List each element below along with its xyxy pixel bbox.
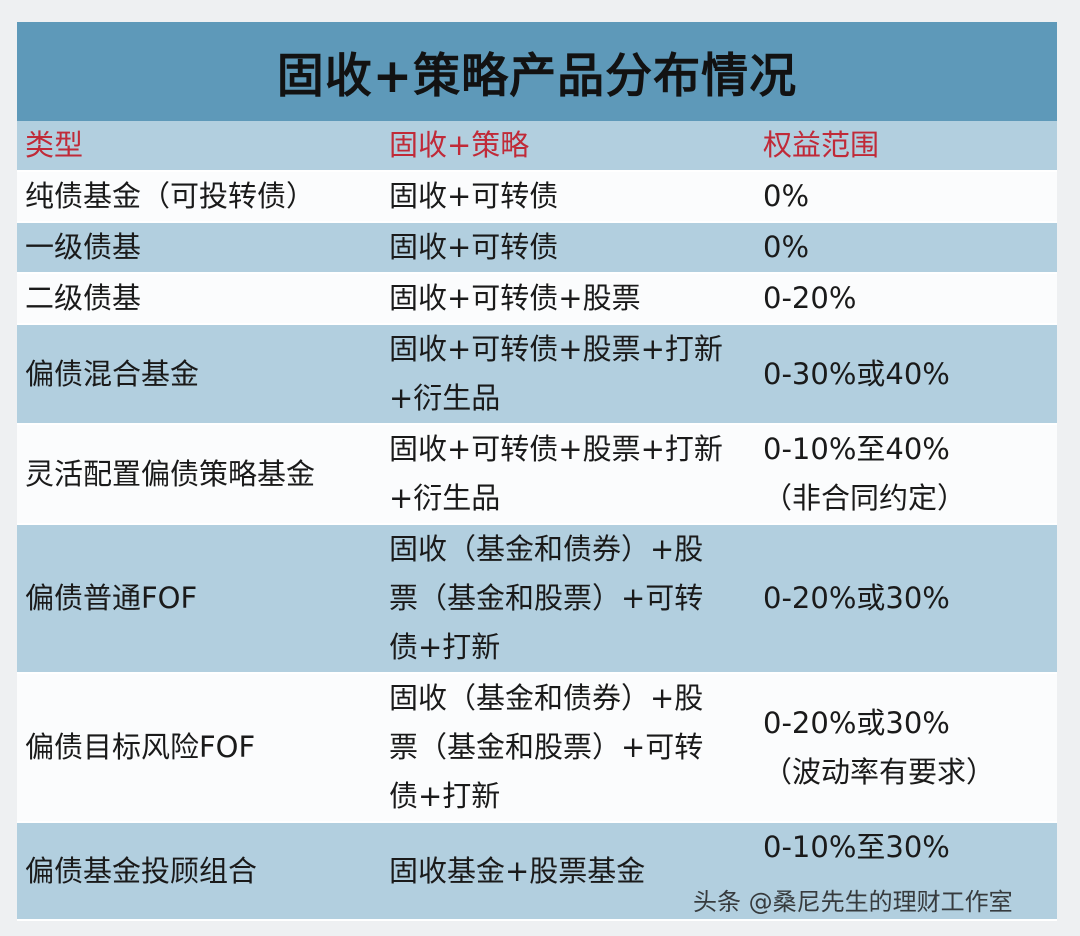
cell-strategy: 固收基金+股票基金 bbox=[381, 822, 751, 921]
cell-strategy-line: +衍生品 bbox=[389, 481, 501, 515]
cell-type: 灵活配置偏债策略基金 bbox=[17, 424, 381, 525]
cell-strategy: 固收+可转债 bbox=[381, 222, 751, 274]
cell-equity-line: 0-20%或30% bbox=[763, 581, 950, 615]
cell-type: 纯债基金（可投转债） bbox=[17, 171, 381, 223]
cell-equity-line: 0-30%或40% bbox=[763, 356, 950, 391]
cell-equity-line: 0-20%或30% bbox=[763, 705, 950, 740]
table-row: 纯债基金（可投转债） 固收+可转债 0% bbox=[17, 171, 1057, 223]
cell-type: 偏债普通FOF bbox=[17, 524, 381, 674]
header-type: 类型 bbox=[17, 121, 381, 172]
cell-type: 一级债基 bbox=[17, 222, 381, 274]
cell-equity: 0% bbox=[751, 222, 1057, 274]
table-card: 固收+策略产品分布情况 类型 固收+策略 权益范围 纯债基金（可投转债） 固收+… bbox=[17, 22, 1057, 921]
cell-equity-line: 0-10%至30% bbox=[763, 830, 950, 864]
cell-equity-line: 0% bbox=[763, 179, 810, 213]
cell-strategy-line: 固收+可转债 bbox=[389, 230, 559, 264]
cell-strategy-line: 固收+可转债 bbox=[389, 179, 559, 213]
cell-strategy-line: 固收+可转债+股票+打新 bbox=[389, 432, 723, 466]
cell-equity: 0% bbox=[751, 171, 1057, 223]
cell-equity: 0-10%至40% （非合同约定） bbox=[751, 424, 1057, 525]
cell-strategy: 固收+可转债+股票+打新 +衍生品 bbox=[381, 324, 751, 425]
cell-equity: 0-20%或30% （波动率有要求） bbox=[751, 673, 1057, 823]
product-table: 类型 固收+策略 权益范围 纯债基金（可投转债） 固收+可转债 0% 一级债基 … bbox=[17, 121, 1057, 921]
table-header-row: 类型 固收+策略 权益范围 bbox=[17, 121, 1057, 172]
table-row: 灵活配置偏债策略基金 固收+可转债+股票+打新 +衍生品 0-10%至40% （… bbox=[17, 424, 1057, 525]
cell-strategy: 固收+可转债 bbox=[381, 171, 751, 223]
page-title: 固收+策略产品分布情况 bbox=[276, 49, 798, 104]
table-row: 偏债普通FOF 固收（基金和债券）+股 票（基金和股票）+可转 债+打新 0-2… bbox=[17, 524, 1057, 674]
table-row: 偏债目标风险FOF 固收（基金和债券）+股 票（基金和股票）+可转 债+打新 0… bbox=[17, 673, 1057, 823]
table-row: 偏债混合基金 固收+可转债+股票+打新 +衍生品 0-30%或40% bbox=[17, 324, 1057, 425]
title-bar: 固收+策略产品分布情况 bbox=[17, 22, 1057, 121]
cell-strategy-line: 票（基金和股票）+可转 bbox=[389, 581, 704, 615]
cell-type: 偏债目标风险FOF bbox=[17, 673, 381, 823]
cell-equity-line: 0% bbox=[763, 230, 810, 264]
cell-equity: 0-30%或40% bbox=[751, 324, 1057, 425]
watermark-text: 头条 @桑尼先生的理财工作室 bbox=[693, 888, 1013, 916]
cell-equity: 0-20%或30% bbox=[751, 524, 1057, 674]
cell-strategy: 固收+可转债+股票+打新 +衍生品 bbox=[381, 424, 751, 525]
cell-strategy: 固收+可转债+股票 bbox=[381, 273, 751, 325]
cell-strategy-line: 债+打新 bbox=[389, 630, 501, 664]
cell-type: 偏债基金投顾组合 bbox=[17, 822, 381, 921]
cell-equity: 0-20% bbox=[751, 273, 1057, 325]
table-row: 偏债基金投顾组合 固收基金+股票基金 0-10%至30% bbox=[17, 822, 1057, 921]
table-row: 一级债基 固收+可转债 0% bbox=[17, 222, 1057, 274]
cell-strategy-line: 固收（基金和债券）+股 bbox=[389, 681, 704, 715]
cell-strategy: 固收（基金和债券）+股 票（基金和股票）+可转 债+打新 bbox=[381, 673, 751, 823]
cell-strategy-line: 固收+可转债+股票 bbox=[389, 281, 641, 315]
cell-strategy: 固收（基金和债券）+股 票（基金和股票）+可转 债+打新 bbox=[381, 524, 751, 674]
table-row: 二级债基 固收+可转债+股票 0-20% bbox=[17, 273, 1057, 325]
cell-equity-line: 0-20% bbox=[763, 281, 857, 315]
cell-strategy-line: 固收基金+股票基金 bbox=[389, 853, 646, 888]
cell-strategy-line: 票（基金和股票）+可转 bbox=[389, 730, 704, 764]
cell-type: 偏债混合基金 bbox=[17, 324, 381, 425]
cell-equity-line: （非合同约定） bbox=[763, 481, 967, 515]
cell-equity-line: （波动率有要求） bbox=[763, 754, 996, 789]
cell-strategy-line: 固收+可转债+股票+打新 bbox=[389, 332, 723, 366]
cell-strategy-line: 固收（基金和债券）+股 bbox=[389, 532, 704, 566]
header-strategy: 固收+策略 bbox=[381, 121, 751, 172]
cell-strategy-line: +衍生品 bbox=[389, 381, 501, 415]
cell-equity: 0-10%至30% bbox=[751, 822, 1057, 921]
cell-type: 二级债基 bbox=[17, 273, 381, 325]
cell-strategy-line: 债+打新 bbox=[389, 779, 501, 813]
cell-equity-line: 0-10%至40% bbox=[763, 432, 950, 466]
header-equity-range: 权益范围 bbox=[751, 121, 1057, 172]
